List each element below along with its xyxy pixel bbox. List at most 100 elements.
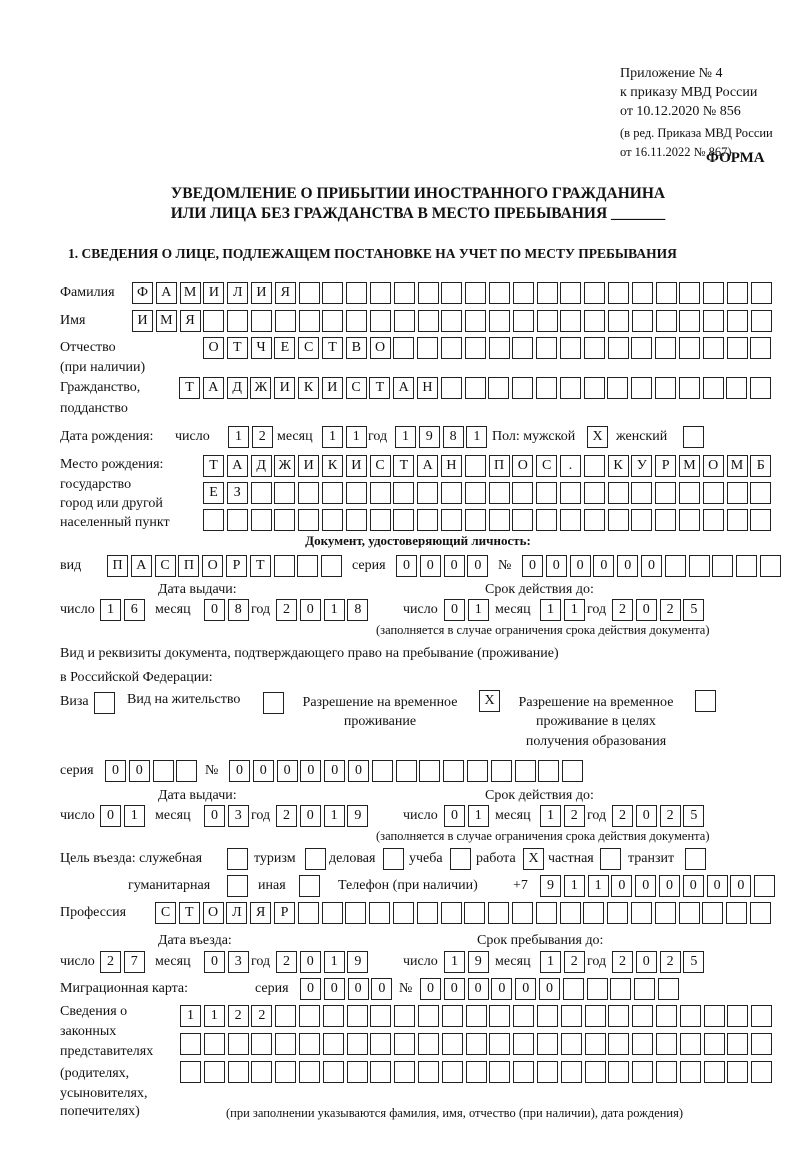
char-box[interactable]	[513, 1033, 535, 1055]
char-box[interactable]: Я	[274, 282, 296, 304]
char-box[interactable]: Т	[178, 902, 200, 924]
char-box[interactable]	[322, 310, 344, 332]
char-box[interactable]	[394, 1061, 416, 1083]
char-box[interactable]	[346, 1061, 368, 1083]
char-box[interactable]	[417, 282, 439, 304]
char-box[interactable]	[679, 310, 701, 332]
char-box[interactable]	[417, 310, 439, 332]
char-box[interactable]	[678, 902, 700, 924]
char-box[interactable]: 5	[683, 951, 705, 973]
char-box[interactable]: К	[607, 455, 629, 477]
char-box[interactable]	[750, 509, 772, 531]
char-box[interactable]: 0	[635, 805, 657, 827]
char-box[interactable]	[679, 1005, 701, 1027]
char-box[interactable]	[678, 377, 700, 399]
char-box[interactable]	[679, 282, 701, 304]
char-box[interactable]	[754, 875, 776, 897]
char-box[interactable]	[655, 1033, 677, 1055]
char-box[interactable]: 2	[251, 1005, 273, 1027]
char-box[interactable]	[583, 509, 605, 531]
char-box[interactable]: А	[202, 377, 224, 399]
char-box[interactable]	[726, 377, 748, 399]
char-box[interactable]: 0	[300, 978, 321, 1000]
char-box[interactable]	[584, 282, 606, 304]
char-box[interactable]	[631, 337, 653, 359]
char-box[interactable]: 6	[123, 599, 145, 621]
char-box[interactable]	[512, 337, 534, 359]
char-box[interactable]	[726, 310, 748, 332]
char-box[interactable]	[583, 482, 605, 504]
char-box[interactable]	[726, 482, 748, 504]
char-box[interactable]	[631, 509, 653, 531]
char-box[interactable]: 0	[204, 951, 225, 973]
char-box[interactable]	[634, 978, 656, 1000]
char-box[interactable]	[751, 1005, 773, 1027]
char-box[interactable]: 0	[204, 599, 225, 621]
char-box[interactable]: 1	[100, 599, 121, 621]
char-box[interactable]	[203, 310, 225, 332]
char-box[interactable]	[536, 1005, 558, 1027]
char-box[interactable]: Н	[416, 377, 438, 399]
char-box[interactable]	[275, 1061, 297, 1083]
char-box[interactable]: М	[155, 310, 177, 332]
char-box[interactable]: 2	[276, 805, 297, 827]
char-box[interactable]: 2	[612, 805, 633, 827]
char-box[interactable]: 0	[420, 978, 441, 1000]
char-box[interactable]: 1	[563, 599, 585, 621]
char-box[interactable]: 0	[611, 875, 633, 897]
char-box[interactable]	[440, 377, 462, 399]
char-box[interactable]	[750, 377, 772, 399]
char-box[interactable]: С	[369, 455, 391, 477]
char-box[interactable]	[655, 482, 677, 504]
char-box[interactable]	[465, 1061, 487, 1083]
char-box[interactable]	[464, 509, 486, 531]
checkbox[interactable]	[685, 848, 706, 870]
char-box[interactable]	[679, 1061, 701, 1083]
char-box[interactable]	[465, 1033, 487, 1055]
char-box[interactable]	[559, 482, 581, 504]
char-box[interactable]: П	[107, 555, 128, 577]
char-box[interactable]	[513, 1061, 535, 1083]
char-box[interactable]: 0	[730, 875, 752, 897]
char-box[interactable]	[394, 1033, 416, 1055]
char-box[interactable]: С	[298, 337, 320, 359]
char-box[interactable]: 2	[227, 1005, 249, 1027]
char-box[interactable]	[688, 555, 710, 577]
checkbox[interactable]	[600, 848, 621, 870]
char-box[interactable]	[655, 1061, 677, 1083]
char-box[interactable]	[607, 310, 629, 332]
char-box[interactable]	[583, 377, 605, 399]
char-box[interactable]	[298, 310, 320, 332]
char-box[interactable]	[511, 902, 533, 924]
char-box[interactable]	[608, 1005, 630, 1027]
char-box[interactable]	[273, 555, 295, 577]
char-box[interactable]	[394, 1005, 416, 1027]
char-box[interactable]: 1	[466, 426, 488, 448]
char-box[interactable]	[607, 902, 629, 924]
char-box[interactable]	[607, 482, 629, 504]
char-box[interactable]: Д	[226, 377, 248, 399]
char-box[interactable]	[488, 509, 510, 531]
char-box[interactable]	[440, 482, 462, 504]
char-box[interactable]	[726, 509, 748, 531]
char-box[interactable]	[703, 1061, 725, 1083]
char-box[interactable]: 0	[545, 555, 567, 577]
char-box[interactable]	[610, 978, 632, 1000]
char-box[interactable]	[630, 902, 652, 924]
char-box[interactable]: 1	[180, 1005, 201, 1027]
char-box[interactable]	[608, 1033, 630, 1055]
char-box[interactable]	[586, 978, 608, 1000]
char-box[interactable]: В	[345, 337, 367, 359]
char-box[interactable]	[152, 760, 174, 782]
char-box[interactable]	[536, 1061, 558, 1083]
char-box[interactable]: 2	[659, 599, 681, 621]
char-box[interactable]	[488, 902, 510, 924]
char-box[interactable]: 0	[522, 555, 543, 577]
char-box[interactable]	[488, 337, 510, 359]
char-box[interactable]	[607, 509, 629, 531]
char-box[interactable]	[489, 1033, 511, 1055]
char-box[interactable]: И	[298, 455, 320, 477]
char-box[interactable]	[654, 902, 676, 924]
char-box[interactable]	[584, 1061, 606, 1083]
char-box[interactable]	[536, 1033, 558, 1055]
